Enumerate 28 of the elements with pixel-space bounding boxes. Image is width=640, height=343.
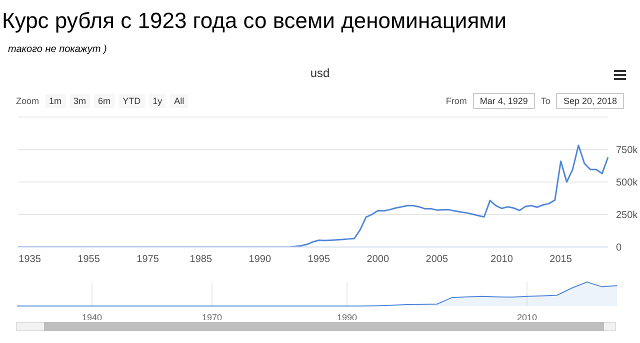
y-tick-label: 250k — [616, 210, 639, 222]
text: usd — [309, 66, 331, 80]
text: Mar 4, 1929 — [472, 93, 535, 109]
text: From — [446, 96, 467, 106]
x-tick-label: 1990 — [248, 254, 272, 266]
y-tick-label: 500k — [616, 178, 639, 189]
text: Sep 20, 2018 — [556, 93, 624, 109]
y-tick-label: 750k — [616, 145, 639, 156]
x-tick-label: 1955 — [78, 254, 100, 266]
text: 3m — [70, 94, 90, 108]
chart-subtitle: такого не покажут ) — [8, 44, 107, 55]
x-tick-label: 1935 — [18, 254, 42, 266]
y-tick-label: 0 — [616, 242, 622, 254]
x-tick-label: 1985 — [190, 254, 212, 266]
text: All — [170, 94, 188, 108]
text: To — [540, 96, 550, 106]
text: 6m — [94, 94, 115, 108]
x-tick-label: 2000 — [366, 254, 390, 266]
text: 1y — [148, 94, 166, 108]
chart-title: Курс рубля с 1923 года со всеми деноминациями — [2, 8, 507, 34]
x-tick-label: 2010 — [490, 254, 514, 266]
x-tick-label: 2015 — [550, 254, 572, 266]
text: Zoom — [16, 96, 40, 106]
x-tick-label: 1995 — [308, 254, 330, 266]
text: YTD — [118, 94, 145, 108]
text: 1m — [45, 94, 66, 108]
x-tick-label: 1975 — [136, 254, 160, 266]
x-tick-label: 2005 — [426, 254, 448, 266]
